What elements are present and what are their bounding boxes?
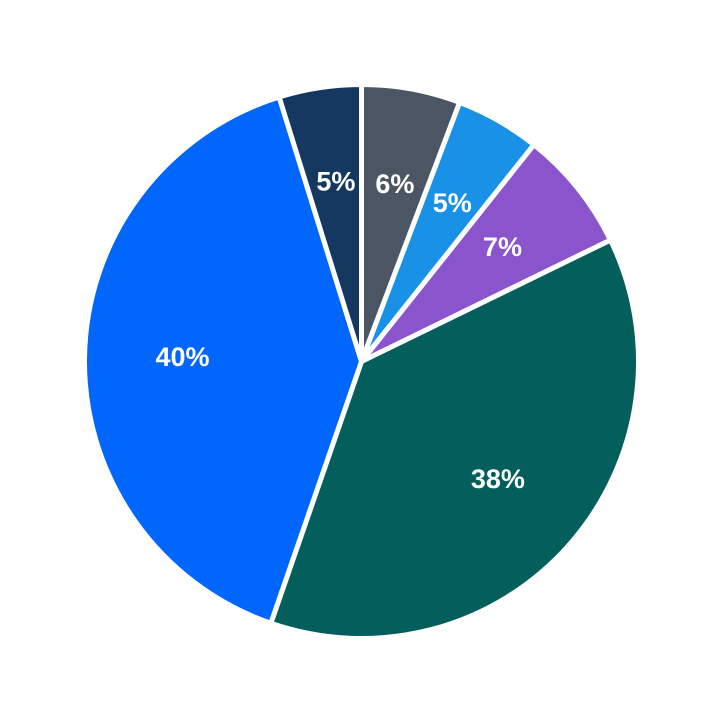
- svg-text:6%: 6%: [375, 169, 414, 199]
- svg-text:7%: 7%: [483, 232, 522, 262]
- svg-text:5%: 5%: [433, 188, 472, 218]
- svg-text:5%: 5%: [316, 167, 355, 197]
- svg-text:38%: 38%: [471, 464, 525, 494]
- svg-text:40%: 40%: [155, 342, 209, 372]
